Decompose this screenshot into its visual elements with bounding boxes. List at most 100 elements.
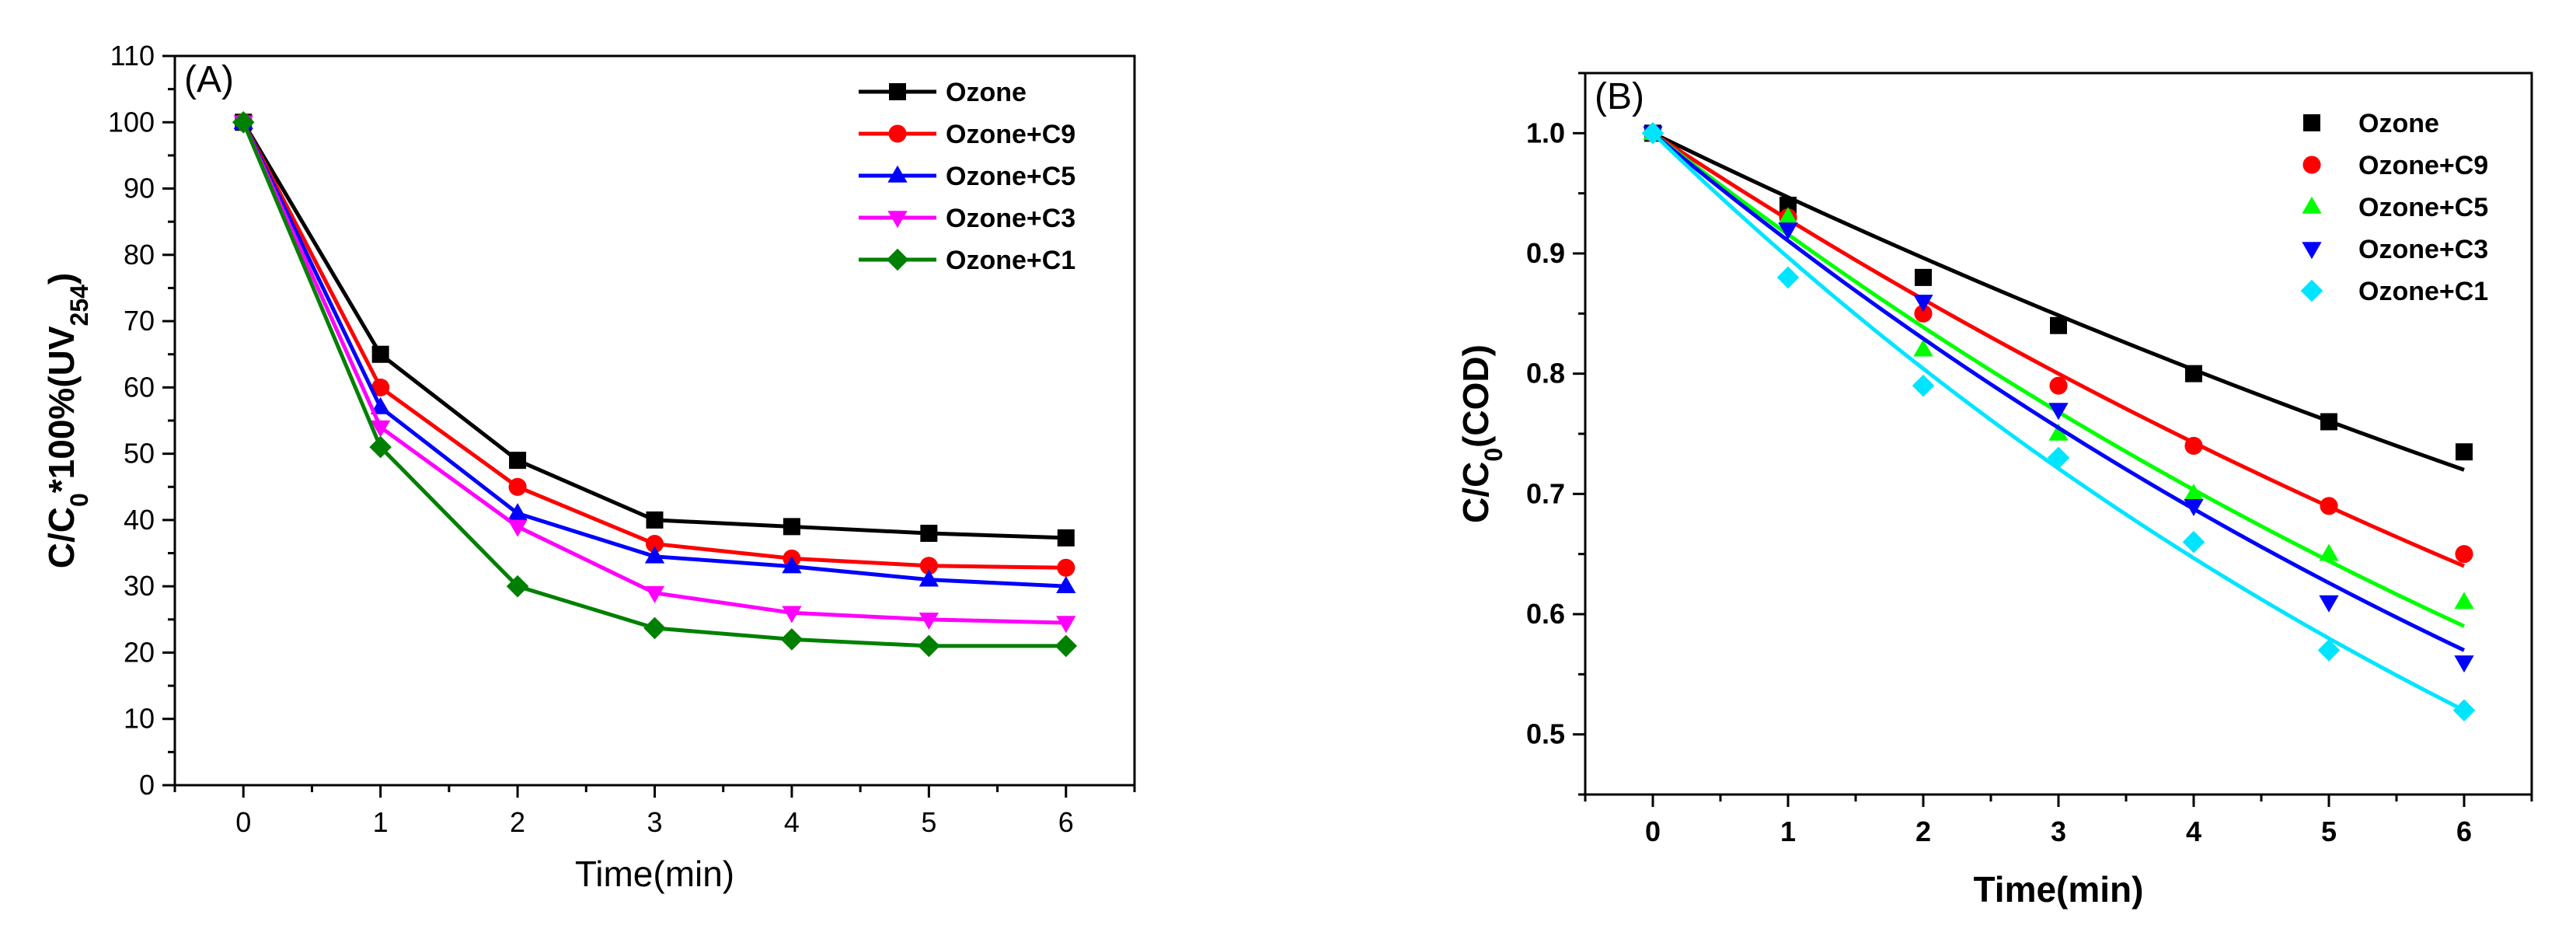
y-tick-label: 20 (124, 636, 155, 668)
fit-curve (1651, 131, 2466, 712)
y-tick-label: 100 (108, 106, 155, 138)
tick-group: 0 1 2 3 4 5 6 0.5 0.6 0.7 0.8 0.9 1.0 (1526, 72, 2533, 847)
legend-label: Ozone+C9 (946, 120, 1075, 149)
panel-label: (B) (1595, 76, 1644, 117)
legend-marker (887, 165, 908, 183)
y-axis-title-part: C/C (41, 507, 82, 568)
data-point (2452, 699, 2476, 722)
data-point (507, 503, 528, 521)
data-point (2048, 423, 2069, 441)
legend-item: Ozone (2303, 109, 2439, 138)
legend-label: Ozone+C3 (946, 204, 1075, 233)
legend-label: Ozone (2358, 109, 2439, 138)
data-point (646, 511, 664, 529)
x-tick-label: 6 (1058, 806, 1074, 838)
x-tick-label: 6 (2456, 816, 2472, 847)
chart-panel-a: 0 1 2 3 4 5 60102030405060708090100110Time(min… (41, 40, 1136, 894)
data-point (783, 518, 800, 536)
data-point (645, 535, 664, 554)
data-point (1057, 558, 1075, 577)
data-point (2454, 592, 2474, 609)
data-point (2184, 436, 2203, 456)
x-tick-label: 4 (784, 806, 800, 838)
y-tick-label: 0.6 (1526, 598, 1565, 630)
y-tick-label: 60 (124, 371, 155, 403)
legend-label: Ozone+C9 (2358, 151, 2488, 180)
series-line (242, 121, 1066, 540)
legend-label: Ozone+C3 (2358, 235, 2488, 264)
data-point (2182, 530, 2205, 554)
data-point (509, 452, 527, 470)
data-point (1776, 266, 1800, 289)
y-tick-label: 1.0 (1526, 117, 1565, 148)
data-point (1914, 304, 1933, 323)
y-tick-label: 110 (110, 40, 155, 72)
y-axis-title-part: C/C (1455, 462, 1496, 523)
legend-marker (889, 83, 906, 100)
legend-item: Ozone+C1 (859, 246, 1075, 275)
data-point (2047, 446, 2070, 470)
legend-label: Ozone+C5 (946, 162, 1075, 191)
legend-item: Ozone+C5 (859, 162, 1075, 191)
data-point (232, 110, 255, 134)
data-point (370, 396, 391, 414)
data-point (506, 575, 529, 598)
data-point (2184, 484, 2204, 501)
x-tick-label: 5 (2321, 816, 2337, 847)
legend-marker (2302, 196, 2322, 214)
x-axis-title: Time(min) (1974, 869, 2144, 910)
x-tick-label: 0 (235, 806, 251, 838)
y-tick-label: 0 (139, 769, 155, 801)
data-point (1913, 339, 1933, 357)
data-point (1641, 122, 1664, 145)
fit-curve (1651, 131, 2466, 652)
y-tick-label: 10 (124, 703, 155, 735)
y-axis-title-part: (COD) (1455, 344, 1496, 448)
legend-marker (887, 211, 908, 229)
series-ozone-c1 (1641, 122, 2476, 722)
x-tick-label: 1 (373, 806, 389, 838)
y-axis-title-subscript: 0 (65, 493, 93, 507)
legend-marker (2302, 155, 2321, 174)
y-tick-label: 0.5 (1526, 718, 1565, 750)
fit-curve (1651, 131, 2465, 568)
data-point (2454, 655, 2474, 673)
x-tick-label: 5 (921, 806, 936, 838)
data-point (1056, 575, 1076, 593)
data-point (2049, 376, 2068, 395)
data-point (1054, 634, 1078, 658)
y-axis-title-part: ) (41, 273, 82, 285)
x-tick-label: 3 (647, 806, 662, 838)
legend-marker (2303, 114, 2320, 131)
data-point (507, 519, 528, 537)
legend-item: Ozone+C5 (2302, 193, 2488, 222)
data-point (2456, 443, 2473, 461)
data-point (2185, 365, 2202, 382)
series-ozone-c3 (233, 115, 1076, 634)
data-point (2320, 497, 2338, 515)
series-ozone-c1 (232, 110, 1078, 658)
x-tick-label: 3 (2051, 816, 2066, 847)
series-line (241, 121, 1066, 570)
series-ozone-c9 (1644, 124, 2473, 568)
plot-frame (173, 54, 1136, 787)
x-tick-label: 4 (2186, 816, 2201, 847)
legend-item: Ozone+C1 (2300, 277, 2488, 306)
y-tick-label: 0.7 (1526, 477, 1565, 509)
x-tick-label: 2 (510, 806, 525, 838)
y-tick-label: 0.9 (1526, 237, 1565, 269)
data-point (1056, 616, 1076, 634)
data-point (2184, 499, 2204, 516)
data-point (919, 557, 938, 575)
legend-label: Ozone+C1 (2358, 277, 2488, 306)
x-tick-label: 0 (1645, 816, 1661, 847)
y-axis-title-subscript: 254 (65, 285, 93, 327)
legend-label: Ozone+C1 (946, 246, 1075, 275)
data-point (1057, 529, 1075, 547)
data-point (1915, 268, 1932, 286)
y-axis-title: C/C0*100%(UV254) (41, 273, 93, 569)
data-point (782, 606, 802, 623)
legend-label: Ozone+C5 (2358, 193, 2488, 222)
chart-panel-b: 0 1 2 3 4 5 60.50.60.70.80.91.0Time(min)C/C0(C… (1455, 72, 2533, 910)
